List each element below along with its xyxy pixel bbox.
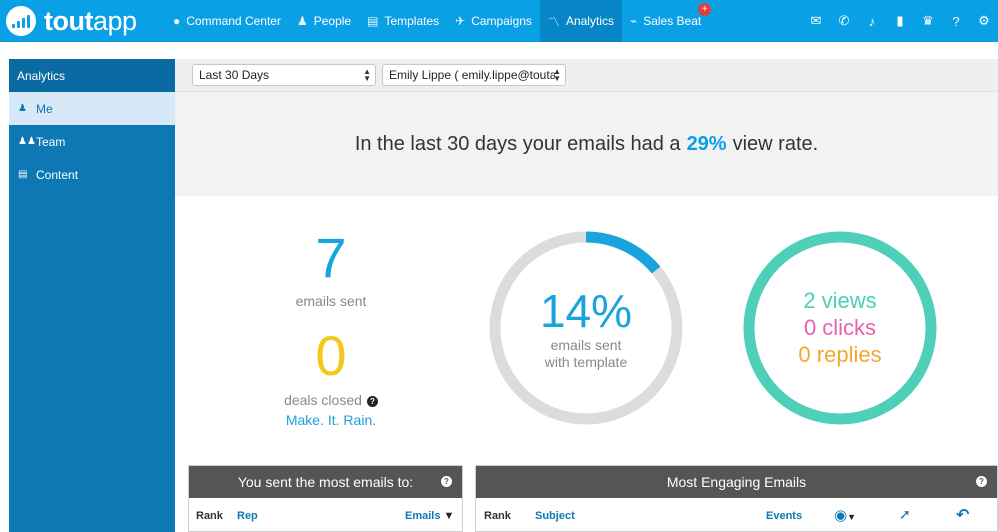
- send-icon: ✈: [455, 14, 466, 28]
- sidebar-item-content[interactable]: ▤ Content: [18, 167, 79, 182]
- template-label-line1: emails sent: [550, 337, 622, 353]
- table-header: Rank Rep Emails ▼: [189, 498, 462, 532]
- col-rank: Rank: [196, 510, 223, 522]
- replies-count: 0 replies: [798, 342, 882, 367]
- emails-sent-label: emails sent: [295, 293, 367, 309]
- template-ring-chart: [489, 231, 683, 425]
- bar-chart-icon[interactable]: ▮: [896, 13, 904, 28]
- chart-line-icon: 〽: [547, 14, 560, 29]
- group-icon: ♟♟: [18, 136, 36, 147]
- sort-caret-icon: ▼: [443, 510, 455, 522]
- nav-templates[interactable]: ▤ Templates: [367, 14, 440, 28]
- bell-icon[interactable]: ♪: [868, 13, 876, 29]
- mail-icon[interactable]: ✉: [810, 13, 822, 28]
- nav-people[interactable]: ♟ People: [296, 14, 352, 28]
- nav-command-center[interactable]: ● Command Center: [173, 14, 281, 28]
- template-ring-fill: [489, 231, 683, 425]
- template-label-line2: with template: [544, 354, 628, 370]
- sales-beat-badge: +: [698, 3, 712, 16]
- sidebar-item-team[interactable]: ♟♟ Team: [18, 134, 66, 149]
- col-rep[interactable]: Rep: [237, 510, 258, 522]
- nav-sales-beat[interactable]: ⌁ Sales Beat +: [622, 0, 712, 42]
- emails-sent-value: 7: [315, 226, 347, 289]
- clicks-count: 0 clicks: [803, 315, 877, 340]
- pulse-icon: ⌁: [629, 14, 638, 28]
- top-nav: toutapp ● Command Center ♟ People ▤ Temp…: [0, 0, 998, 42]
- select-arrows-icon: ▲ ▼: [363, 67, 371, 83]
- deals-closed-value: 0: [315, 324, 347, 387]
- sidebar-item-me[interactable]: ♟ Me: [9, 92, 175, 125]
- chat-icon: ●: [173, 14, 181, 28]
- gear-icon[interactable]: ⚙: [978, 13, 990, 28]
- views-count: 2 views: [803, 288, 877, 313]
- filter-bar: Last 30 Days ▲ ▼ Emily Lippe ( emily.lipp…: [175, 59, 998, 92]
- logo[interactable]: toutapp: [0, 0, 165, 42]
- sidebar-title: Analytics: [9, 59, 175, 92]
- col-subject[interactable]: Subject: [535, 510, 575, 522]
- table-header: Rank Subject Events ◉▼ ➚ ↶: [476, 498, 997, 532]
- view-rate-headline: In the last 30 days your emails had a 29…: [175, 92, 998, 196]
- user-select[interactable]: Emily Lippe ( emily.lippe@toutapp ▲ ▼: [382, 64, 566, 86]
- help-icon[interactable]: ?: [441, 476, 452, 487]
- col-emails[interactable]: Emails ▼: [405, 510, 455, 522]
- make-it-rain-link[interactable]: Make. It. Rain.: [285, 412, 377, 428]
- view-rate-percent: 29%: [686, 132, 727, 155]
- nav-utilities: ✉ ✆ ♪ ▮ ♛ ? ⚙: [802, 0, 998, 42]
- nav-campaigns[interactable]: ✈ Campaigns: [455, 14, 532, 28]
- person-icon: ♟: [18, 103, 27, 114]
- col-events[interactable]: Events: [766, 510, 803, 522]
- logo-text: toutapp: [44, 5, 137, 36]
- document-icon: ▤: [18, 169, 28, 180]
- engagement-ring: [743, 231, 937, 425]
- phone-icon[interactable]: ✆: [838, 13, 850, 28]
- logo-signal-icon: [6, 6, 36, 36]
- engaging-emails-panel: Most Engaging Emails ? Rank Subject Even…: [475, 465, 998, 532]
- reply-icon[interactable]: ↶: [956, 507, 970, 524]
- deals-closed-label-row: deals closed?: [256, 392, 406, 408]
- help-icon[interactable]: ?: [952, 13, 960, 29]
- col-rank: Rank: [484, 510, 511, 522]
- date-range-select[interactable]: Last 30 Days ▲ ▼: [192, 64, 376, 86]
- nav-analytics[interactable]: 〽 Analytics: [539, 0, 622, 42]
- template-percent: 14%: [539, 285, 633, 337]
- sidebar: Analytics ♟ Me ♟♟ Team ▤ Content: [9, 59, 175, 532]
- person-icon: ♟: [296, 14, 308, 28]
- cursor-icon[interactable]: ➚: [899, 506, 911, 522]
- help-icon[interactable]: ?: [366, 395, 378, 407]
- panel-header: Most Engaging Emails ?: [476, 466, 997, 498]
- engagement-ring-circle: [743, 231, 937, 425]
- trophy-icon[interactable]: ♛: [922, 13, 934, 28]
- eye-icon[interactable]: ◉▼: [834, 507, 857, 524]
- panel-header: You sent the most emails to: ?: [189, 466, 462, 498]
- select-arrows-icon: ▲ ▼: [553, 67, 561, 83]
- top-recipients-panel: You sent the most emails to: ? Rank Rep …: [188, 465, 463, 532]
- help-icon[interactable]: ?: [976, 476, 987, 487]
- document-icon: ▤: [367, 14, 379, 28]
